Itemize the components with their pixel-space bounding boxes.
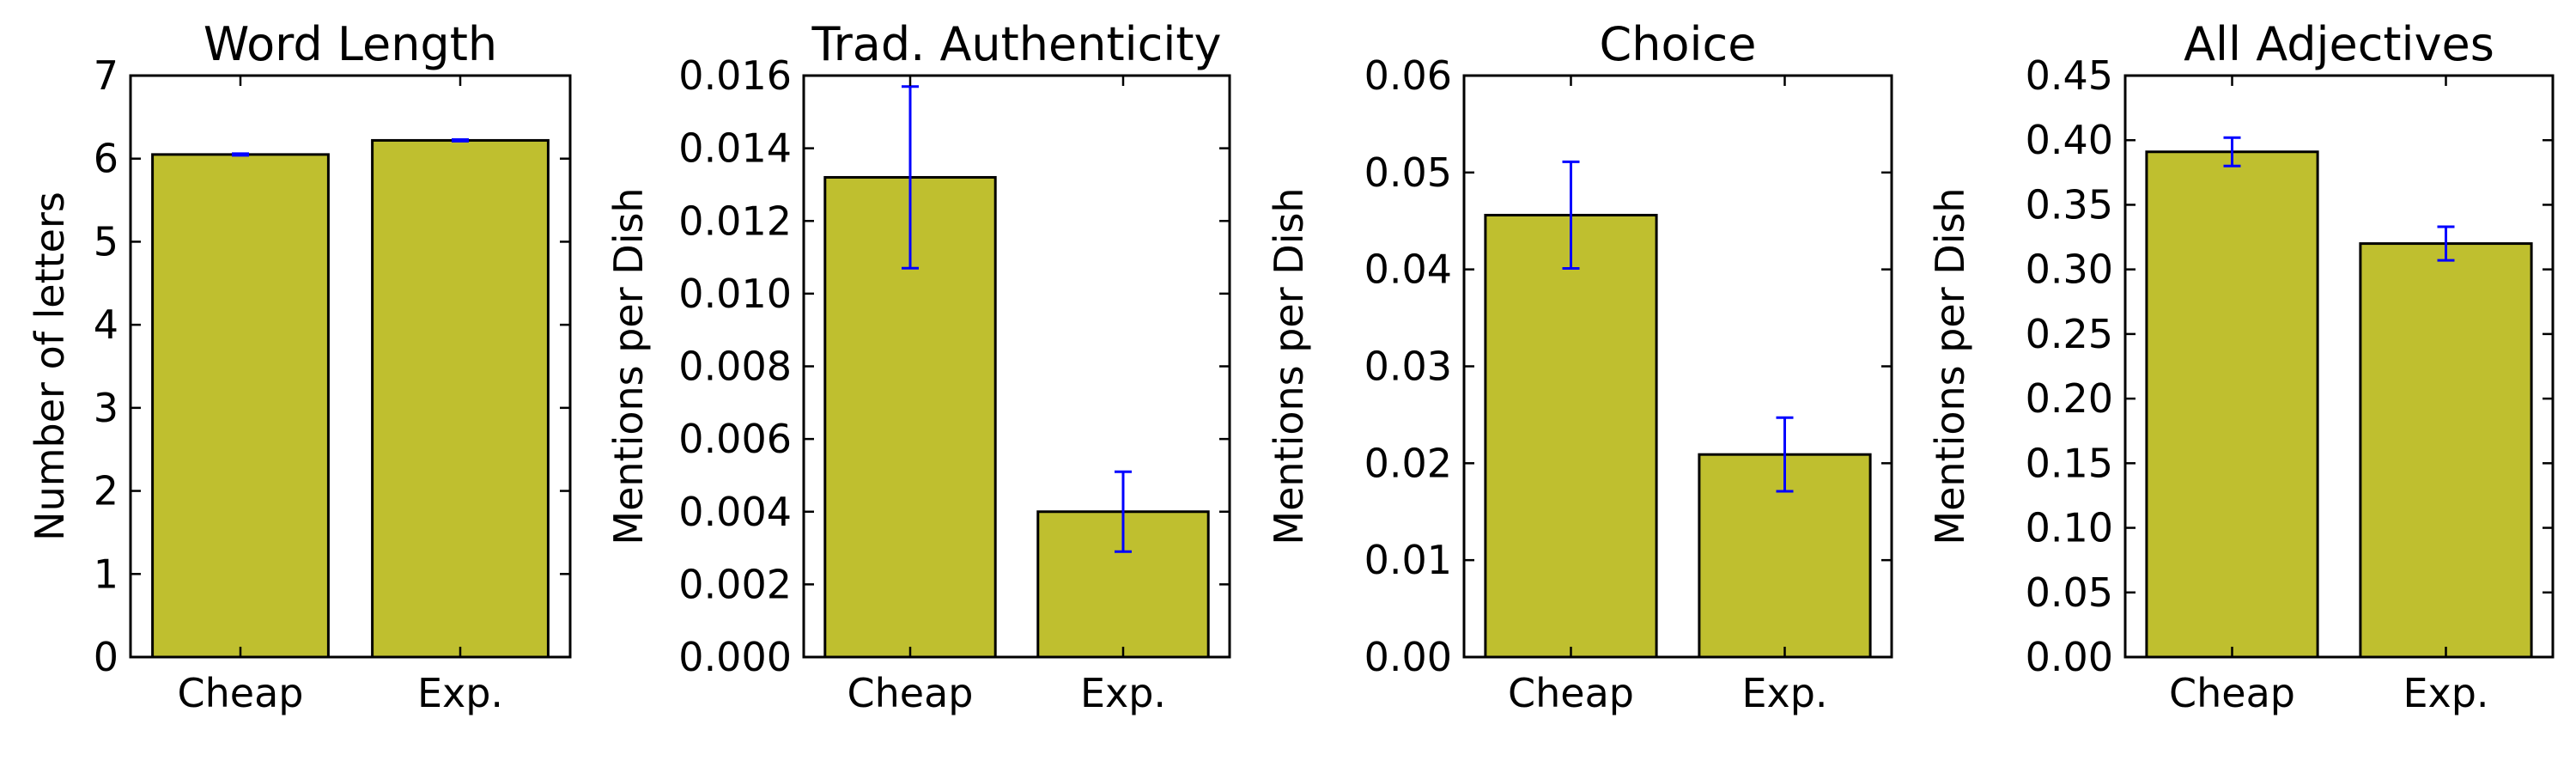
- y-axis-label: Mentions per Dish: [605, 187, 652, 545]
- chart-title: All Adjectives: [2184, 17, 2494, 71]
- y-tick-label: 0.35: [2026, 181, 2113, 228]
- x-tick-label: Exp.: [2403, 670, 2488, 716]
- chart-title: Choice: [1600, 17, 1757, 71]
- y-tick-label: 0.20: [2026, 375, 2113, 422]
- y-tick-label: 0.00: [2026, 634, 2113, 680]
- y-tick-label: 0.30: [2026, 247, 2113, 293]
- y-tick-label: 0.05: [2026, 569, 2113, 616]
- y-tick-label: 0.15: [2026, 440, 2113, 486]
- y-tick-label: 6: [94, 136, 118, 182]
- error-bar: [902, 85, 919, 270]
- y-tick-label: 0.01: [1364, 537, 1452, 583]
- y-tick-label: 0.10: [2026, 505, 2113, 551]
- y-axis-label: Mentions per Dish: [1927, 187, 1973, 545]
- y-tick-label: 3: [94, 385, 118, 431]
- y-tick-label: 0.016: [678, 52, 792, 99]
- bar-cheap: [151, 153, 330, 659]
- x-tick-label: Cheap: [2169, 670, 2295, 716]
- x-tick-label: Cheap: [1508, 670, 1634, 716]
- y-tick-label: 0.014: [678, 125, 792, 172]
- plot-frame: [2123, 74, 2555, 659]
- y-tick-label: 2: [94, 468, 118, 514]
- y-tick-label: 0.00: [1364, 634, 1452, 680]
- y-axis-label: Number of letters: [27, 192, 73, 541]
- chart-panel-3: 0.00 0.01 0.02 0.03 0.04 0.05 0.06 Cheap Exp. Cho…: [1266, 17, 1893, 716]
- y-tick-label: 1: [94, 551, 118, 597]
- bar-exp: [2359, 242, 2533, 659]
- y-tick-label: 0.008: [678, 344, 792, 390]
- y-tick-label: 0.40: [2026, 117, 2113, 163]
- y-tick-label: 4: [94, 301, 118, 348]
- chart-title: Trad. Authenticity: [811, 17, 1222, 71]
- error-bar: [452, 137, 469, 143]
- y-tick-label: 0.002: [678, 561, 792, 607]
- x-tick-label: Cheap: [178, 670, 304, 716]
- chart-panel-2: 0.000 0.002 0.004 0.006 0.008 0.010 0.012 0.014…: [605, 17, 1231, 716]
- y-tick-label: 0.06: [1364, 52, 1452, 99]
- y-tick-label: 0.02: [1364, 440, 1452, 486]
- y-tick-label: 0.04: [1364, 247, 1452, 293]
- chart-panel-1: 0 1 2 3 4 5 6 7 Cheap Exp. Word Length Number of le…: [27, 17, 572, 716]
- y-tick-label: 0: [94, 634, 118, 680]
- error-bar: [2437, 225, 2455, 262]
- bar-exp: [371, 138, 550, 659]
- y-tick-label: 0.000: [678, 634, 792, 680]
- x-tick-label: Exp.: [417, 670, 503, 716]
- x-tick-label: Cheap: [848, 670, 974, 716]
- y-tick-label: 5: [94, 218, 118, 265]
- y-tick-label: 0.25: [2026, 311, 2113, 357]
- x-tick-label: Exp.: [1741, 670, 1827, 716]
- plot-frame: [129, 74, 572, 659]
- bar-cheap: [2145, 150, 2319, 659]
- bar-cheap: [1484, 213, 1658, 659]
- y-tick-label: 0.012: [678, 198, 792, 244]
- y-axis-label: Mentions per Dish: [1266, 187, 1312, 545]
- y-tick-label: 0.05: [1364, 149, 1452, 196]
- error-bar: [1115, 470, 1132, 553]
- error-bar: [1776, 416, 1794, 493]
- error-bar: [1562, 160, 1580, 271]
- y-tick-label: 7: [94, 52, 118, 99]
- y-tick-label: 0.006: [678, 416, 792, 462]
- chart-title: Word Length: [204, 17, 497, 71]
- y-tick-label: 0.03: [1364, 344, 1452, 390]
- y-tick-label: 0.004: [678, 489, 792, 535]
- chart-panel-4: 0.00 0.05 0.10 0.15 0.20 0.25 0.30 0.35 0.40 0.45…: [1927, 17, 2555, 716]
- y-tick-label: 0.45: [2026, 52, 2113, 99]
- error-bar: [232, 152, 249, 157]
- error-bar: [2223, 136, 2241, 167]
- y-tick-label: 0.010: [678, 271, 792, 317]
- x-tick-label: Exp.: [1080, 670, 1166, 716]
